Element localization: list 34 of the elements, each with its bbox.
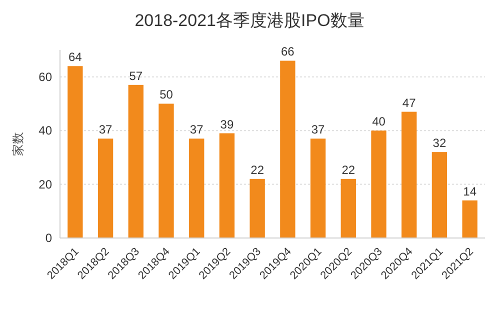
- bar: [462, 200, 478, 238]
- data-label: 47: [402, 96, 416, 110]
- y-tick-label: 40: [38, 124, 52, 138]
- y-tick-label: 60: [38, 70, 52, 84]
- bar: [340, 178, 356, 238]
- y-axis-title: 家数: [11, 132, 25, 156]
- data-label: 37: [311, 122, 326, 137]
- data-label: 64: [68, 50, 82, 64]
- bar: [371, 130, 386, 238]
- bar: [310, 138, 326, 238]
- bar: [250, 178, 265, 238]
- data-label: 22: [342, 162, 356, 177]
- data-label: 32: [432, 136, 446, 150]
- bar: [128, 84, 144, 238]
- bar: [219, 133, 235, 238]
- data-label: 39: [220, 117, 234, 132]
- bar: [68, 66, 83, 238]
- bar: [158, 104, 174, 238]
- bar: [98, 138, 114, 238]
- data-label: 14: [463, 184, 477, 198]
- data-label: 22: [250, 162, 264, 177]
- chart-title: 2018-2021各季度港股IPO数量: [134, 11, 364, 30]
- y-tick-label: 20: [38, 177, 52, 192]
- y-tick-label: 0: [45, 231, 52, 245]
- bar: [432, 152, 448, 238]
- data-label: 37: [190, 122, 204, 137]
- bar: [402, 112, 417, 238]
- data-label: 37: [98, 122, 113, 137]
- data-label: 66: [281, 44, 295, 59]
- data-label: 57: [129, 68, 143, 83]
- data-label: 50: [160, 88, 174, 102]
- data-label: 40: [372, 114, 386, 129]
- bar: [280, 60, 296, 238]
- bar: [189, 138, 204, 238]
